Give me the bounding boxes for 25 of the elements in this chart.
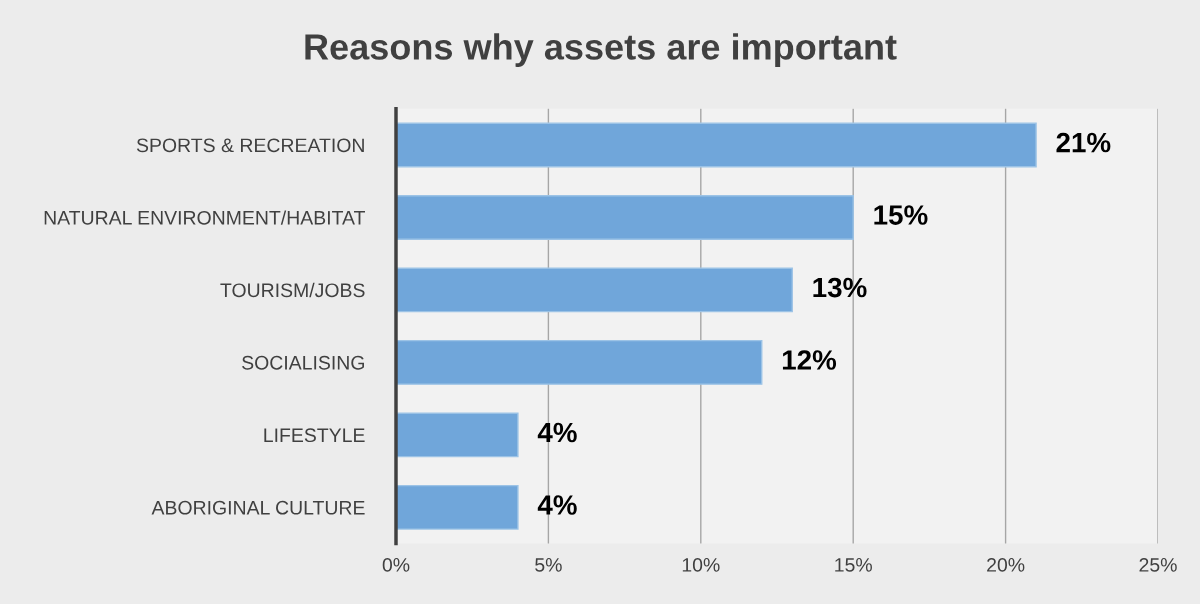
x-tick-label: 20% (987, 558, 1025, 572)
data-label: 4% (537, 422, 577, 443)
bar (396, 339, 763, 385)
chart-title: Reasons why assets are important (305, 33, 897, 67)
y-tick-label: SOCIALISING (242, 355, 364, 370)
data-label: 15% (874, 205, 928, 225)
x-tick-label: 25% (1139, 558, 1177, 572)
bar (396, 484, 519, 530)
y-tick-label: TOURISM/JOBS (220, 282, 365, 298)
bar (396, 122, 1037, 168)
bar (396, 267, 793, 313)
x-tick-label: 10% (682, 558, 720, 572)
x-tick-label: 15% (835, 558, 872, 572)
y-tick-label: ABORIGINAL CULTURE (151, 500, 365, 515)
data-label: 21% (1056, 132, 1111, 153)
data-label: 4% (537, 495, 577, 515)
y-tick-label: LIFESTYLE (264, 428, 365, 443)
data-label: 12% (782, 350, 837, 370)
x-tick-label: 5% (535, 558, 562, 572)
y-tick-label: NATURAL ENVIRONMENT/HABITAT (44, 210, 365, 225)
bar (396, 412, 519, 458)
x-tick-label: 0% (382, 558, 410, 572)
y-tick-label: SPORTS & RECREATION (136, 138, 364, 153)
bar (396, 195, 854, 240)
data-label: 13% (813, 277, 867, 298)
